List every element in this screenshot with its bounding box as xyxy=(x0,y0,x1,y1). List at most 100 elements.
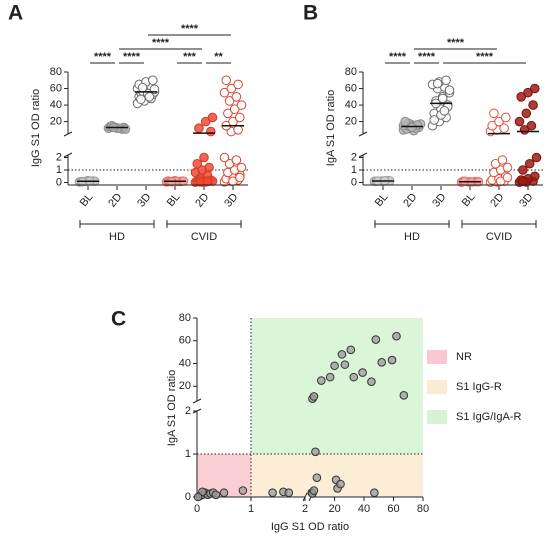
y-tick-label: 1 xyxy=(351,164,357,176)
legend-label: NR xyxy=(456,351,472,363)
y-tick-label: 40 xyxy=(179,357,191,369)
x-tick-label: 1 xyxy=(248,503,254,515)
y-tick-label: 60 xyxy=(179,335,191,347)
data-point xyxy=(502,162,513,173)
x-tick-label: 2D xyxy=(488,191,506,210)
y-tick-label: 1 xyxy=(185,448,191,460)
data-point xyxy=(236,100,247,110)
data-point xyxy=(516,92,527,102)
y-tick-label: 80 xyxy=(345,66,357,78)
x-tick-label: 3D xyxy=(135,191,153,210)
axis-break xyxy=(358,131,368,137)
x-tick-label: 3D xyxy=(517,191,535,210)
y-tick-label: 40 xyxy=(345,99,357,111)
data-point xyxy=(530,83,540,94)
y-tick-label: 80 xyxy=(179,312,191,324)
data-point xyxy=(387,355,397,365)
x-tick-label: 2 xyxy=(302,503,308,515)
data-point xyxy=(514,116,525,127)
data-point xyxy=(231,155,242,165)
x-tick-label: BL xyxy=(373,191,391,209)
y-tick-label: 0 xyxy=(351,176,357,188)
group-label: HD xyxy=(109,231,125,243)
data-point xyxy=(325,372,335,382)
data-point xyxy=(194,123,204,134)
data-point xyxy=(330,361,339,371)
data-point xyxy=(192,158,202,169)
data-point xyxy=(206,126,216,137)
data-point xyxy=(284,488,294,498)
x-tick-label: 2D xyxy=(193,191,211,210)
data-point xyxy=(518,165,528,175)
legend-swatch xyxy=(427,380,447,394)
significance-label: **** xyxy=(123,51,141,63)
data-point xyxy=(231,92,242,102)
data-point xyxy=(233,79,243,90)
legend-label: S1 IgG-R xyxy=(456,381,502,393)
panel-letter: B xyxy=(303,2,318,25)
data-point xyxy=(211,490,221,500)
x-tick-label: 20 xyxy=(328,503,340,515)
data-point xyxy=(309,486,319,495)
data-point xyxy=(236,162,247,173)
data-point xyxy=(528,100,538,110)
data-point xyxy=(392,331,401,341)
data-point xyxy=(497,155,508,165)
data-point xyxy=(367,377,376,386)
data-point xyxy=(489,108,499,119)
data-point xyxy=(219,488,229,498)
y-tick-label: 0 xyxy=(185,491,191,503)
data-point xyxy=(235,112,245,123)
axis-break xyxy=(63,152,73,158)
data-point xyxy=(521,108,532,119)
data-point xyxy=(199,152,209,163)
x-tick-label: 40 xyxy=(358,503,370,515)
data-point xyxy=(349,372,359,382)
data-point xyxy=(317,376,326,385)
data-point xyxy=(229,104,240,114)
x-tick-label: BL xyxy=(460,191,478,209)
data-point xyxy=(441,75,451,86)
data-point xyxy=(238,486,248,495)
legend-swatch xyxy=(427,350,447,364)
data-point xyxy=(346,345,356,355)
data-point xyxy=(233,125,243,135)
data-point xyxy=(487,120,498,131)
data-point xyxy=(204,162,214,173)
y-tick-label: 40 xyxy=(50,99,62,111)
data-point xyxy=(226,83,237,94)
data-point xyxy=(137,82,148,93)
x-tick-label: BL xyxy=(78,191,96,209)
data-point xyxy=(370,488,379,498)
significance-label: **** xyxy=(476,51,494,63)
data-point xyxy=(120,124,131,134)
significance-label: **** xyxy=(181,23,199,35)
y-tick-label: 20 xyxy=(50,116,62,128)
data-point xyxy=(523,87,533,98)
y-tick-label: 60 xyxy=(50,82,62,94)
x-tick-label: 3D xyxy=(430,191,448,210)
data-point xyxy=(235,172,245,183)
x-axis-label: IgG S1 OD ratio xyxy=(271,521,349,533)
significance-label: ** xyxy=(214,51,223,63)
significance-label: **** xyxy=(447,37,465,49)
x-tick-label: 2D xyxy=(106,191,124,210)
x-tick-label: 60 xyxy=(387,503,399,515)
data-point xyxy=(312,473,322,482)
data-point xyxy=(193,492,203,502)
data-point xyxy=(524,158,535,169)
y-tick-label: 20 xyxy=(179,380,191,392)
axis-break xyxy=(192,398,202,404)
data-point xyxy=(224,96,235,106)
x-tick-label: 0 xyxy=(194,503,200,515)
y-tick-label: 1 xyxy=(56,164,62,176)
data-point xyxy=(494,116,504,127)
panel-letter: C xyxy=(111,308,126,331)
significance-label: **** xyxy=(152,37,170,49)
group-label: HD xyxy=(404,231,420,243)
x-tick-label: 2D xyxy=(401,191,419,210)
data-point xyxy=(136,94,146,105)
data-point xyxy=(219,87,230,98)
y-tick-label: 60 xyxy=(345,82,357,94)
